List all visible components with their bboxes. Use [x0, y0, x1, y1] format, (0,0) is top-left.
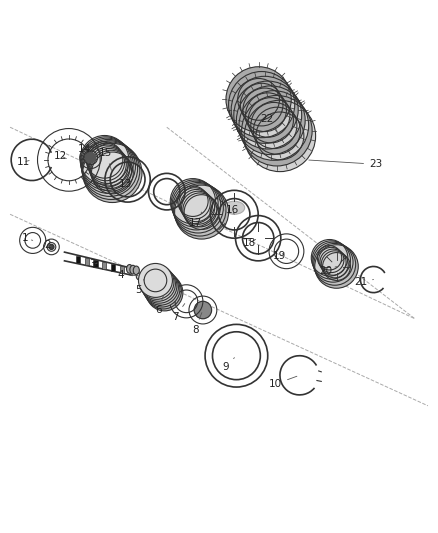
- FancyBboxPatch shape: [102, 262, 106, 269]
- Circle shape: [144, 276, 151, 283]
- Ellipse shape: [242, 95, 312, 166]
- Text: 8: 8: [192, 312, 202, 335]
- Ellipse shape: [237, 86, 305, 155]
- Ellipse shape: [311, 239, 348, 276]
- Ellipse shape: [231, 76, 298, 143]
- Circle shape: [140, 274, 147, 281]
- Text: 1: 1: [22, 233, 33, 243]
- Text: 20: 20: [319, 266, 336, 276]
- Text: 16: 16: [226, 205, 239, 215]
- Ellipse shape: [81, 140, 135, 193]
- FancyBboxPatch shape: [120, 265, 124, 273]
- Text: 2: 2: [44, 240, 51, 250]
- Ellipse shape: [239, 91, 309, 160]
- Ellipse shape: [143, 270, 178, 305]
- Ellipse shape: [130, 265, 136, 274]
- Text: 9: 9: [222, 358, 234, 372]
- Ellipse shape: [314, 244, 356, 285]
- Ellipse shape: [140, 265, 174, 300]
- Text: 21: 21: [354, 277, 374, 287]
- Ellipse shape: [146, 274, 183, 311]
- Text: 3: 3: [89, 260, 97, 269]
- Ellipse shape: [194, 301, 212, 319]
- Ellipse shape: [144, 271, 180, 307]
- Ellipse shape: [81, 138, 133, 190]
- Ellipse shape: [138, 263, 173, 297]
- Ellipse shape: [315, 245, 358, 288]
- Text: 18: 18: [243, 238, 256, 247]
- Ellipse shape: [173, 182, 223, 233]
- Text: 19: 19: [273, 251, 286, 261]
- Ellipse shape: [80, 135, 129, 184]
- Text: 13: 13: [119, 179, 132, 189]
- Text: 17: 17: [188, 212, 201, 228]
- Ellipse shape: [312, 241, 350, 279]
- Ellipse shape: [171, 180, 218, 227]
- Ellipse shape: [133, 266, 139, 275]
- Ellipse shape: [141, 266, 175, 301]
- Ellipse shape: [175, 185, 229, 239]
- Text: 11: 11: [17, 157, 30, 167]
- Circle shape: [136, 273, 143, 280]
- Ellipse shape: [82, 141, 138, 197]
- Text: 15: 15: [99, 148, 113, 170]
- Text: 4: 4: [118, 270, 138, 280]
- Text: 22: 22: [260, 114, 278, 134]
- Circle shape: [85, 152, 96, 163]
- Ellipse shape: [234, 81, 302, 149]
- FancyBboxPatch shape: [85, 257, 89, 265]
- Text: 14: 14: [78, 144, 91, 158]
- FancyBboxPatch shape: [93, 260, 98, 268]
- Text: 6: 6: [155, 295, 164, 315]
- Ellipse shape: [145, 273, 181, 309]
- FancyBboxPatch shape: [76, 256, 80, 263]
- Ellipse shape: [82, 142, 140, 199]
- Ellipse shape: [127, 264, 133, 273]
- Ellipse shape: [142, 268, 177, 303]
- Ellipse shape: [172, 181, 221, 230]
- Text: 23: 23: [309, 159, 382, 169]
- Ellipse shape: [174, 184, 226, 236]
- Text: 5: 5: [135, 279, 144, 295]
- Circle shape: [49, 244, 54, 249]
- Ellipse shape: [81, 137, 131, 187]
- Text: 7: 7: [172, 304, 185, 321]
- FancyBboxPatch shape: [111, 263, 115, 271]
- Ellipse shape: [224, 201, 245, 214]
- Ellipse shape: [83, 143, 142, 203]
- Text: 10: 10: [269, 376, 297, 389]
- Ellipse shape: [226, 67, 291, 132]
- Ellipse shape: [170, 179, 215, 224]
- Ellipse shape: [244, 100, 316, 172]
- Ellipse shape: [229, 71, 295, 138]
- Ellipse shape: [313, 242, 353, 282]
- Text: 12: 12: [53, 150, 67, 160]
